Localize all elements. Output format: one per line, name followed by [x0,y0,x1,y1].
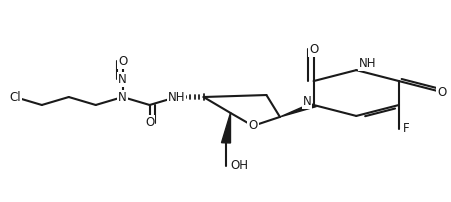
Text: O: O [248,119,257,132]
Text: NH: NH [358,57,375,70]
Text: Cl: Cl [9,90,21,103]
Text: O: O [436,85,445,99]
Text: N: N [118,73,127,86]
Text: NH: NH [167,90,185,103]
Polygon shape [279,103,316,117]
Text: N: N [302,96,311,108]
Text: OH: OH [230,159,248,172]
Text: O: O [145,116,154,129]
Text: F: F [401,122,408,135]
Polygon shape [221,113,230,143]
Text: N: N [118,90,127,103]
Text: O: O [308,43,318,56]
Text: O: O [118,55,127,68]
